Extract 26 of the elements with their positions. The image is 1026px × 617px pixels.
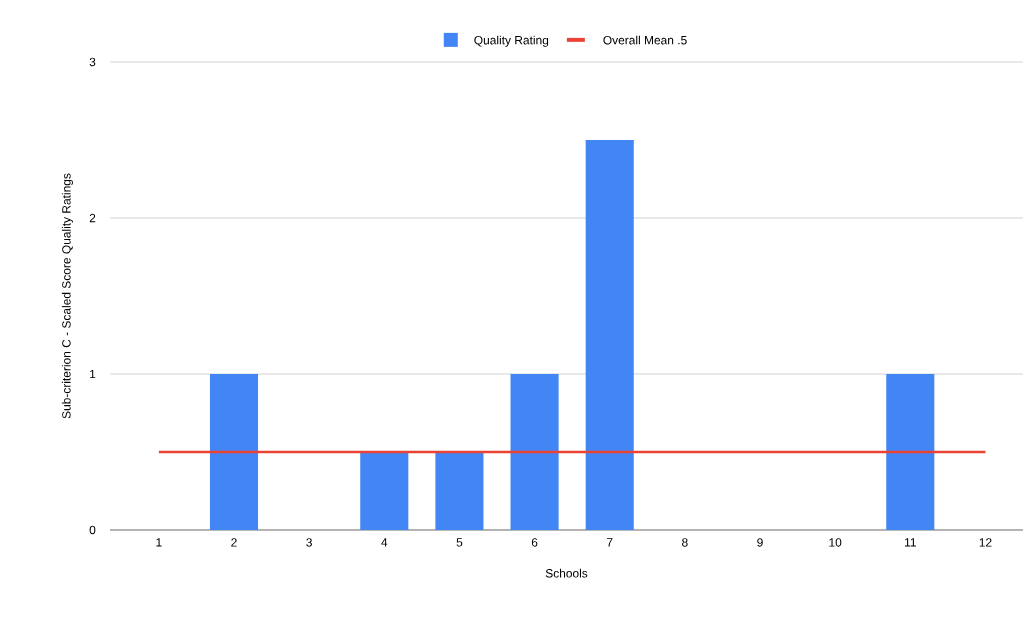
- x-tick-label: 4: [381, 538, 388, 547]
- bar: [510, 373, 559, 530]
- y-axis-title: Sub-criterion C - Scaled Score Quality Ratings: [61, 173, 74, 419]
- x-tick-label: 8: [682, 538, 688, 547]
- x-tick-label: 11: [905, 538, 916, 547]
- x-tick-label: 10: [829, 538, 842, 547]
- x-tick-label: 9: [757, 538, 763, 547]
- x-tick-label: 12: [979, 538, 992, 547]
- bar: [886, 373, 935, 530]
- y-tick-label: 0: [89, 525, 96, 535]
- x-axis-title: Schools: [545, 568, 588, 578]
- y-tick-label: 2: [89, 213, 96, 223]
- x-tick-label: 1: [156, 538, 162, 547]
- y-tick-label: 3: [89, 57, 96, 67]
- x-tick-label: 2: [231, 538, 237, 547]
- x-tick-label: 5: [456, 538, 463, 547]
- legend-label: Quality Rating: [474, 35, 549, 47]
- x-tick-label: 7: [607, 538, 613, 547]
- bar: [360, 451, 409, 530]
- bar: [209, 373, 259, 530]
- x-tick-label: 6: [531, 538, 538, 547]
- y-tick-label: 1: [90, 369, 96, 379]
- bar: [585, 139, 634, 530]
- legend-label: Overall Mean .5: [603, 35, 687, 45]
- bar: [435, 451, 484, 530]
- x-tick-label: 3: [306, 538, 312, 547]
